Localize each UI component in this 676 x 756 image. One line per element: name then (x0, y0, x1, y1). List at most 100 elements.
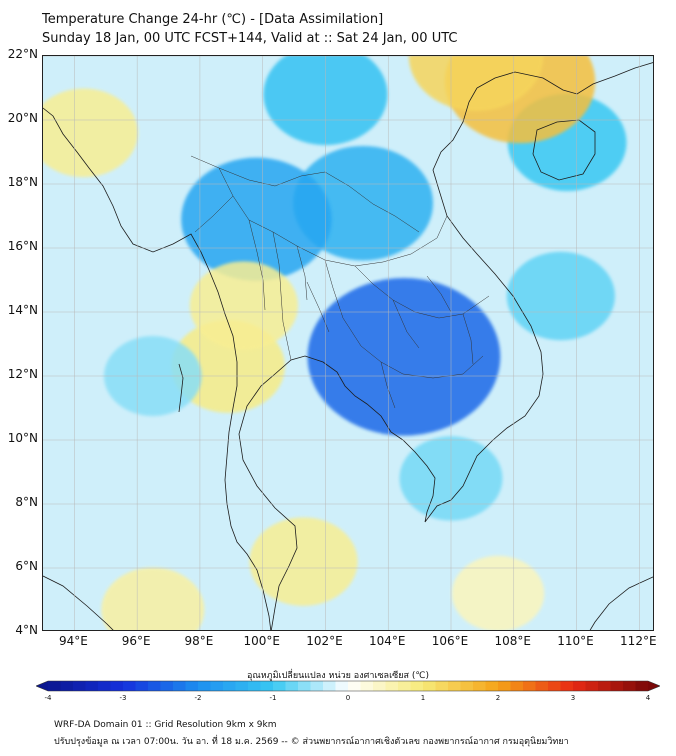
colorbar-cell (98, 681, 111, 691)
field-warming-guangxi (408, 56, 544, 112)
lon-tick-label: 100°E (243, 634, 280, 648)
colorbar-cell (223, 681, 236, 691)
colorbar-cell (73, 681, 86, 691)
colorbar-cell (160, 681, 174, 691)
map-panel[interactable] (42, 55, 654, 631)
lat-tick-label: 20°N (7, 111, 38, 125)
lon-tick-label: 98°E (184, 634, 214, 648)
colorbar-cell (48, 681, 61, 691)
colorbar-tick-label: -2 (194, 694, 202, 702)
colorbar-cell (173, 681, 186, 691)
map-subtitle: Sunday 18 Jan, 00 UTC FCST+144, Valid at… (42, 31, 458, 46)
colorbar-cell (85, 681, 99, 691)
colorbar-title: อุณหภูมิเปลี่ยนแปลง หน่วย องศาเซลเซียส (… (246, 671, 430, 681)
colorbar-cell (335, 681, 349, 691)
field-warming-south-sea (101, 567, 205, 630)
colorbar-cell (585, 681, 599, 691)
colorbar-tick-label: 2 (495, 694, 501, 702)
colorbar-cell (235, 681, 249, 691)
lon-tick-label: 108°E (494, 634, 532, 648)
field-layer (43, 56, 627, 630)
colorbar-tick-label: -1 (269, 694, 277, 702)
colorbar-cell (198, 681, 211, 691)
colorbar-tick-label: 0 (345, 694, 351, 702)
coastline-sumatra (43, 575, 114, 630)
colorbar-cell (598, 681, 611, 691)
colorbar-cell (285, 681, 299, 691)
lon-tick-label: 106°E (431, 634, 469, 648)
colorbar-cell (423, 681, 436, 691)
field-cooling-south-china-sea (506, 251, 615, 341)
colorbar-tick-label: -3 (119, 694, 127, 702)
colorbar (36, 680, 660, 692)
field-cooling-tonle-sap (307, 277, 501, 436)
colorbar-cell (410, 681, 424, 691)
colorbar-cell (298, 681, 311, 691)
map-title: Temperature Change 24-hr (℃) - [Data Ass… (42, 12, 384, 27)
model-info: WRF-DA Domain 01 :: Grid Resolution 9km … (54, 720, 277, 730)
colorbar-cell (385, 681, 399, 691)
colorbar-cell (635, 681, 649, 691)
colorbar-cell (185, 681, 199, 691)
colorbar-cell (60, 681, 74, 691)
coastline-indochina (402, 87, 544, 523)
colorbar-cell (448, 681, 461, 691)
colorbar-cell (535, 681, 549, 691)
colorbar-tick-label: 1 (420, 694, 426, 702)
lon-tick-label: 110°E (557, 634, 594, 648)
field-warming-borneo-sea (451, 555, 545, 630)
lat-tick-label: 10°N (7, 431, 38, 445)
coastline-andaman (178, 363, 184, 413)
colorbar-cell (310, 681, 324, 691)
credit-line: ปรับปรุงข้อมูล ณ เวลา 07:00น. วัน อา. ที… (54, 737, 569, 747)
colorbar-cell (485, 681, 499, 691)
coastline-gulf (238, 355, 404, 630)
lat-lon-grid (43, 56, 653, 630)
colorbar-cell (560, 681, 574, 691)
field-warming-andaman-nw (43, 88, 138, 178)
lat-tick-label: 4°N (15, 623, 38, 637)
colorbar-cell (373, 681, 386, 691)
colorbar-cell (473, 681, 486, 691)
lat-tick-label: 18°N (7, 175, 38, 189)
colorbar-cell (435, 681, 449, 691)
colorbar-tick-label: -4 (44, 694, 52, 702)
lon-tick-label: 94°E (58, 634, 88, 648)
colorbar-cell (273, 681, 286, 691)
colorbar-cell (360, 681, 374, 691)
lat-tick-label: 22°N (7, 47, 38, 61)
colorbar-min-extend (36, 681, 48, 691)
colorbar-cell (135, 681, 149, 691)
lon-tick-label: 112°E (620, 634, 657, 648)
coastline-borneo (589, 576, 653, 630)
lon-tick-label: 104°E (368, 634, 406, 648)
field-warming-west-thailand (189, 261, 298, 350)
lat-tick-label: 12°N (7, 367, 38, 381)
colorbar-max-extend (648, 681, 660, 691)
field-cooling-northern-thailand (181, 157, 332, 281)
field-warming-south-peninsula (249, 517, 358, 606)
colorbar-cell (110, 681, 124, 691)
colorbar-cell (460, 681, 474, 691)
colorbar-cell (248, 681, 261, 691)
colorbar-cell (348, 681, 361, 691)
colorbar-cell (623, 681, 636, 691)
coastline-hainan (532, 119, 596, 181)
admin-borders (190, 155, 490, 409)
colorbar-cells (36, 680, 660, 692)
colorbar-cell (510, 681, 524, 691)
colorbar-cell (323, 681, 336, 691)
colorbar-cell (210, 681, 224, 691)
colorbar-tick-label: 4 (645, 694, 651, 702)
colorbar-cell (573, 681, 586, 691)
colorbar-cell (123, 681, 136, 691)
coastline-layer (43, 62, 653, 630)
coastline-south-china (476, 62, 653, 95)
lon-tick-label: 102°E (306, 634, 343, 648)
lat-tick-label: 16°N (7, 239, 38, 253)
lat-tick-label: 14°N (7, 303, 38, 317)
colorbar-cell (523, 681, 536, 691)
colorbar-tick-label: 3 (570, 694, 576, 702)
lat-tick-label: 8°N (15, 495, 38, 509)
colorbar-cell (498, 681, 511, 691)
